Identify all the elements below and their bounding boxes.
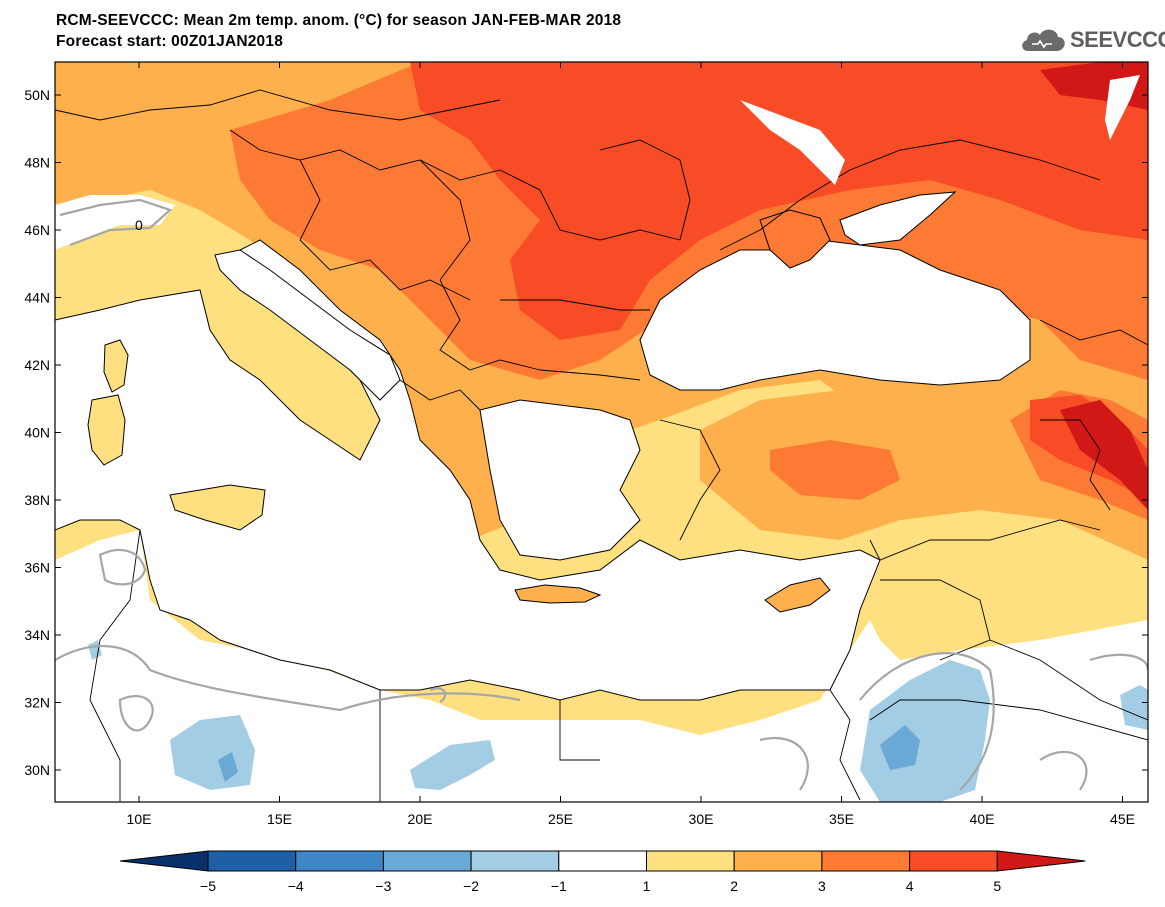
lat-label: 46N — [24, 222, 50, 238]
colorbar-box — [470, 850, 560, 872]
sardinia — [87, 394, 126, 466]
black-sea — [639, 239, 1031, 391]
lat-label: 36N — [24, 560, 50, 576]
lat-label: 34N — [24, 627, 50, 643]
lon-label: 30E — [689, 811, 714, 827]
colorbar-arrow-high — [996, 850, 1086, 872]
colorbar-label: −1 — [551, 878, 567, 894]
colorbar-label: 2 — [730, 878, 738, 894]
cloud-icon — [1022, 29, 1065, 51]
colorbar-box — [821, 850, 911, 872]
anomaly-zone-4to5 — [410, 62, 1148, 340]
lon-label: 15E — [267, 811, 292, 827]
lat-label: 48N — [24, 155, 50, 171]
logo-text: SEEVCCC — [1070, 27, 1165, 52]
colorbar-label: −3 — [375, 878, 391, 894]
lat-label: 38N — [24, 492, 50, 508]
lon-label: 25E — [548, 811, 573, 827]
aegean-sea — [479, 399, 641, 561]
zero-contours — [55, 198, 1148, 791]
sea-of-azov — [839, 191, 957, 246]
colorbar-box — [733, 850, 823, 872]
colorbar-label: 4 — [906, 878, 914, 894]
dnieper-river — [740, 100, 845, 185]
colorbar-arrow-low — [119, 850, 209, 872]
lon-label: 35E — [829, 811, 854, 827]
colorbar-box — [646, 850, 735, 872]
colorbar-box — [207, 850, 297, 872]
coastlines-and-borders — [55, 89, 1148, 802]
colorbar-label: 5 — [993, 878, 1001, 894]
lon-label: 40E — [970, 811, 995, 827]
anomaly-zone-minus1to2-tunisia — [88, 640, 102, 660]
colorbar-box — [382, 850, 472, 872]
map-title: RCM-SEEVCCC: Mean 2m temp. anom. (°C) fo… — [56, 12, 622, 29]
latitude-axis: 50N 48N 46N 44N 42N 40N 38N 36N 34N 32N 30N — [24, 87, 1148, 778]
contour-label: 0 — [135, 217, 143, 233]
colorbar-box — [558, 850, 647, 872]
lat-label: 42N — [24, 357, 50, 373]
lat-label: 44N — [24, 290, 50, 306]
anomaly-zone-minus1to2-gulf — [1120, 685, 1148, 730]
colorbar-box — [909, 850, 998, 872]
crimea — [759, 209, 831, 269]
colorbar-label: −4 — [288, 878, 304, 894]
colorbar-box — [295, 850, 384, 872]
anomaly-zone-above5-east — [1060, 400, 1148, 510]
anomaly-zone-minus1to2-egypt — [410, 740, 495, 790]
adriatic-sea — [214, 249, 401, 401]
anomaly-zone-3to4-anatolia — [770, 440, 900, 500]
seevccc-logo: SEEVCCC — [1018, 23, 1165, 57]
lat-label: 30N — [24, 762, 50, 778]
colorbar-label: −2 — [463, 878, 479, 894]
sicily — [169, 484, 266, 531]
colorbar-label: 3 — [818, 878, 826, 894]
anomaly-zone-minus2to3-libya — [218, 752, 238, 782]
lat-label: 32N — [24, 695, 50, 711]
anomaly-zone-minus2to3-arabia — [880, 725, 920, 770]
lon-label: 45E — [1110, 811, 1135, 827]
colorbar-label: 1 — [643, 878, 651, 894]
forecast-start: Forecast start: 00Z01JAN2018 — [56, 33, 284, 50]
corsica — [103, 339, 129, 393]
lat-label: 40N — [24, 425, 50, 441]
volga-reservoir — [1105, 75, 1140, 140]
longitude-axis: 10E 15E 20E 25E 30E 35E 40E 45E — [127, 62, 1135, 827]
lon-label: 20E — [408, 811, 433, 827]
lat-label: 50N — [24, 87, 50, 103]
crete — [514, 584, 602, 604]
cyprus — [764, 577, 831, 613]
colorbar-label: −5 — [200, 878, 216, 894]
lon-label: 10E — [127, 811, 152, 827]
